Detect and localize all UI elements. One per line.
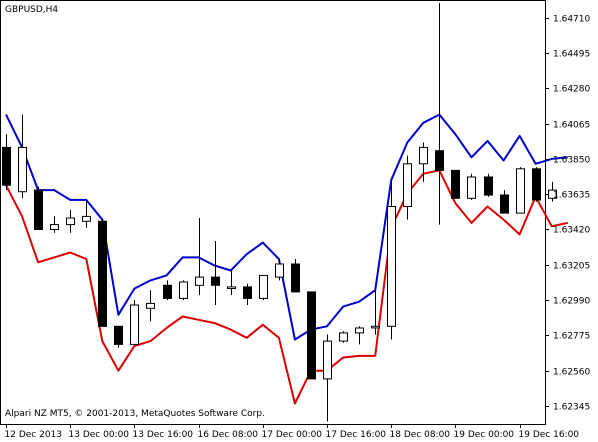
candle-body [355,327,364,334]
candle [146,290,155,322]
candle-body [211,276,220,286]
candle-body [146,302,155,309]
y-tick-label: 1.64280 [553,85,590,95]
candle-body [339,332,348,342]
candle [211,241,220,305]
candle-body [291,263,300,293]
candle-body [82,215,91,222]
y-tick-label: 1.62775 [553,332,590,342]
y-tick-label: 1.64065 [553,121,590,131]
candle-body [419,146,428,165]
lower-line-series [5,169,569,405]
indicator-lines [5,113,569,405]
candle [387,180,396,340]
candle [291,259,300,293]
candle [532,167,541,202]
candle [484,173,493,197]
candle-body [114,325,123,345]
x-tick-label: 17 Dec 00:00 [262,430,323,440]
symbol-label: GBPUSD,H4 [5,5,58,15]
candle [500,190,509,214]
candle-body [18,146,27,193]
candle [130,300,139,345]
candle [467,173,476,200]
x-tick-label: 19 Dec 16:00 [519,430,580,440]
candle [98,219,107,327]
y-tick-label: 1.63420 [553,226,590,236]
x-tick-label: 18 Dec 08:00 [390,430,451,440]
x-tick-label: 13 Dec 16:00 [133,430,194,440]
candle-body [66,217,75,226]
candle-body [323,340,332,380]
candle-body [50,224,59,231]
y-tick-label: 1.64495 [553,50,590,60]
candle-body [259,274,268,299]
x-tick-label: 16 Dec 08:00 [198,430,259,440]
candle [179,280,188,301]
candle [323,334,332,422]
candle-body [467,176,476,199]
candle [259,274,268,301]
candle-body [195,276,204,286]
x-tick-label: 17 Dec 16:00 [326,430,387,440]
candle [243,283,252,305]
candle [50,216,59,233]
candle-body [275,263,284,278]
candle-body [130,304,139,345]
y-tick-label: 1.63635 [553,191,590,201]
candle [275,259,284,281]
candle-body [243,286,252,299]
candle [355,326,364,345]
candle-body [532,168,541,201]
x-tick-label: 12 Dec 2013 [5,430,63,440]
candle [114,325,123,348]
candle [82,199,91,228]
candle [66,209,75,233]
candle-body [435,150,444,171]
chart-frame [0,0,546,425]
footer-text: Alpari NZ MT5, © 2001-2013, MetaQuotes S… [5,409,265,419]
y-axis: 1.64710 1.64495 1.64280 1.64065 1.63850 1.636… [545,15,590,413]
candle [195,218,204,296]
candle [451,169,460,199]
candle-body [451,169,460,199]
x-axis: 12 Dec 2013 13 Dec 00:00 13 Dec 16:00 16 De… [5,424,580,440]
candle [2,134,11,191]
candle [339,331,348,343]
candle [34,186,43,231]
candle [371,290,380,335]
candle-body [403,163,412,208]
candle-body [163,284,172,299]
candle-body [500,194,509,214]
x-tick-label: 19 Dec 00:00 [454,430,515,440]
candle-body [516,168,525,214]
candle [435,3,444,225]
y-tick-label: 1.62560 [553,368,590,378]
candle-body [484,176,493,196]
candle [227,270,236,296]
candle [307,291,316,380]
y-tick-label: 1.64710 [553,15,590,25]
candle [163,280,172,301]
y-tick-label: 1.63850 [553,156,590,166]
y-tick-label: 1.63205 [553,262,590,272]
candle-body [371,325,380,329]
candle [516,167,525,214]
y-tick-label: 1.62990 [553,297,590,307]
candle-body [2,146,11,186]
candle-body [98,220,107,327]
upper-line-series [5,113,568,341]
candle-body [387,206,396,327]
candle [18,114,27,199]
candle-body [179,281,188,299]
candles [2,3,557,422]
x-tick-label: 13 Dec 00:00 [69,430,130,440]
candle-body [227,286,236,289]
candle-body [307,291,316,380]
candle [403,155,412,220]
candle-body [34,189,43,231]
candle [419,142,428,182]
y-tick-label: 1.62345 [553,403,590,413]
